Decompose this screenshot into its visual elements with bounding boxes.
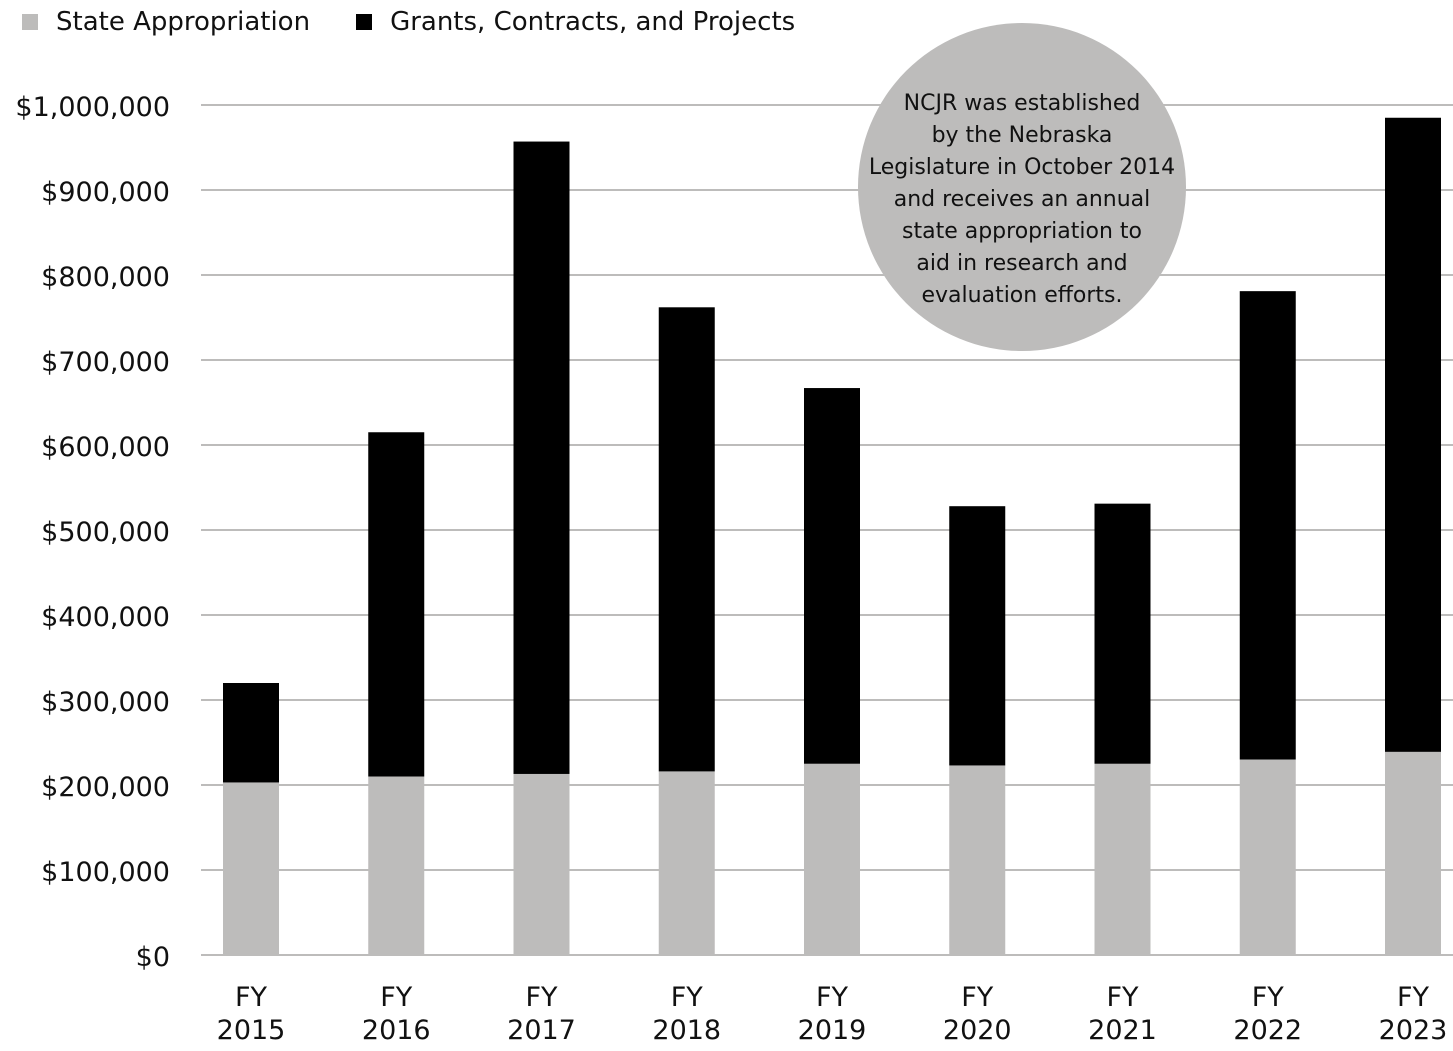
bar-segment bbox=[223, 683, 279, 783]
x-tick-label-line2: 2020 bbox=[943, 1015, 1012, 1046]
bar-segment bbox=[949, 506, 1006, 766]
x-tick-label-line1: FY bbox=[235, 982, 268, 1013]
legend-label-state-appropriation: State Appropriation bbox=[56, 7, 311, 37]
legend-label-grants-contracts-projects: Grants, Contracts, and Projects bbox=[390, 7, 796, 37]
x-tick-label-line2: 2015 bbox=[217, 1015, 286, 1046]
y-tick-label: $0 bbox=[136, 942, 170, 973]
x-tick-label-line1: FY bbox=[1397, 982, 1430, 1013]
bar-segment bbox=[804, 763, 860, 955]
x-tick-label-line1: FY bbox=[380, 982, 413, 1013]
y-tick-label: $100,000 bbox=[41, 857, 170, 888]
x-tick-label-line2: 2019 bbox=[798, 1015, 867, 1046]
bar-segment bbox=[1239, 759, 1296, 955]
bar-segment bbox=[1385, 751, 1441, 955]
x-tick-label-line2: 2021 bbox=[1088, 1015, 1157, 1046]
annotation-line: state appropriation to bbox=[902, 219, 1142, 244]
annotation-circle bbox=[858, 23, 1186, 351]
y-tick-label: $1,000,000 bbox=[15, 92, 170, 123]
y-tick-label: $900,000 bbox=[41, 177, 170, 208]
bar-segment bbox=[1094, 503, 1151, 764]
legend-swatch-grants-contracts-projects bbox=[356, 14, 373, 30]
x-tick-label-line2: 2016 bbox=[362, 1015, 431, 1046]
x-tick-label-line1: FY bbox=[961, 982, 994, 1013]
annotation-line: and receives an annual bbox=[894, 187, 1151, 212]
x-tick-label-line1: FY bbox=[525, 982, 558, 1013]
x-tick-label-line2: 2022 bbox=[1233, 1015, 1302, 1046]
y-tick-label: $300,000 bbox=[41, 687, 170, 718]
bar-segment bbox=[949, 765, 1006, 955]
bar-segment bbox=[368, 776, 425, 955]
y-tick-label: $800,000 bbox=[41, 262, 170, 293]
legend-item-state-appropriation: State Appropriation bbox=[22, 4, 310, 40]
legend: State Appropriation Grants, Contracts, a… bbox=[22, 4, 841, 40]
annotation-line: NCJR was established bbox=[904, 91, 1141, 116]
y-tick-label: $700,000 bbox=[41, 347, 170, 378]
y-tick-label: $600,000 bbox=[41, 432, 170, 463]
bar-segment bbox=[513, 773, 570, 955]
bar-segment bbox=[368, 432, 425, 777]
bar-segment bbox=[1385, 117, 1441, 752]
annotation-line: by the Nebraska bbox=[932, 123, 1113, 148]
annotation-line: Legislature in October 2014 bbox=[869, 155, 1175, 180]
bar-segment bbox=[223, 782, 279, 955]
x-tick-label-line2: 2018 bbox=[652, 1015, 721, 1046]
y-tick-label: $400,000 bbox=[41, 602, 170, 633]
y-tick-label: $200,000 bbox=[41, 772, 170, 803]
bar-segment bbox=[658, 307, 715, 772]
bar-segment bbox=[1094, 763, 1151, 955]
bar-segment bbox=[658, 771, 715, 955]
bar-segment bbox=[1239, 291, 1296, 760]
x-tick-label-line2: 2017 bbox=[507, 1015, 576, 1046]
bar-segment bbox=[804, 388, 860, 764]
annotation-line: evaluation efforts. bbox=[922, 283, 1123, 308]
legend-swatch-state-appropriation bbox=[22, 14, 38, 30]
x-tick-label-line1: FY bbox=[816, 982, 849, 1013]
x-tick-label-line2: 2023 bbox=[1379, 1015, 1448, 1046]
bar-segment bbox=[513, 141, 570, 774]
legend-item-grants-contracts-projects: Grants, Contracts, and Projects bbox=[356, 4, 795, 40]
x-tick-label-line1: FY bbox=[1106, 982, 1139, 1013]
annotation-line: aid in research and bbox=[916, 251, 1127, 276]
x-tick-label-line1: FY bbox=[671, 982, 704, 1013]
y-tick-label: $500,000 bbox=[41, 517, 170, 548]
x-tick-label-line1: FY bbox=[1252, 982, 1285, 1013]
